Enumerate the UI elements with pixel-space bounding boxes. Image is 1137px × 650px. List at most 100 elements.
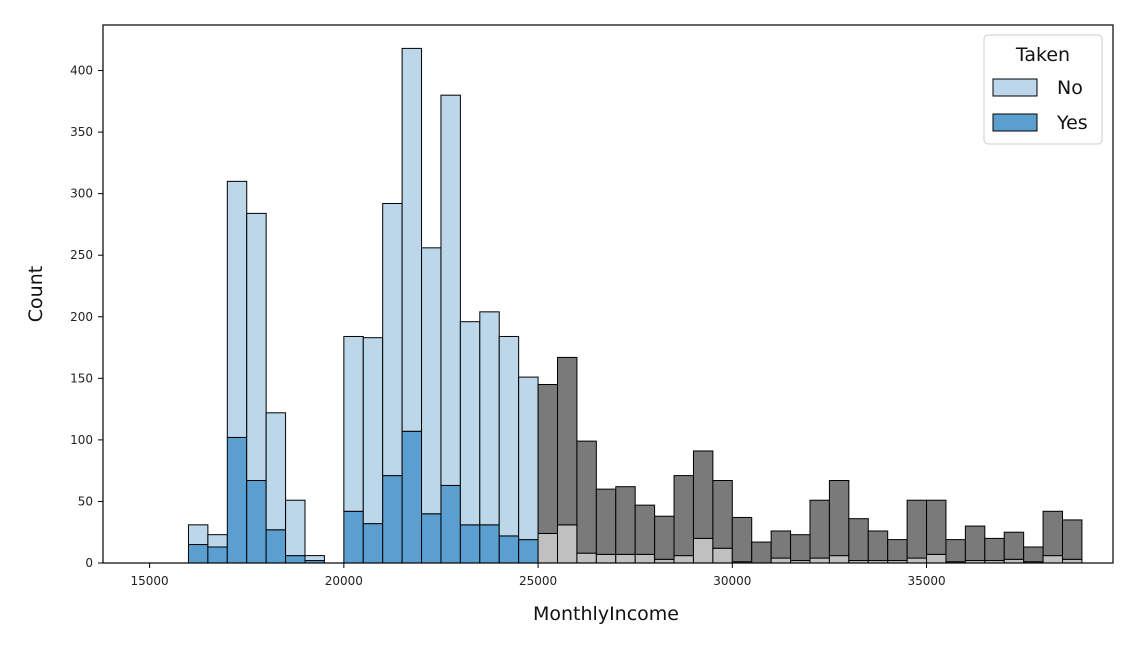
- y-tick-label-8: 400: [70, 64, 93, 78]
- bar-yes-20: [576, 552, 597, 564]
- bar-yes-44: [1042, 555, 1063, 564]
- bar-yes-9: [362, 523, 384, 564]
- y-tick-label-3: 150: [70, 371, 93, 385]
- bar-no-30: [770, 530, 792, 559]
- bar-no-26: [692, 450, 714, 539]
- y-tick-label-6: 300: [70, 187, 93, 201]
- bar-yes-18: [537, 532, 558, 564]
- legend-swatch-no: [992, 78, 1038, 97]
- bar-yes-23: [634, 553, 656, 564]
- legend-swatch-yes: [992, 113, 1038, 132]
- y-axis: 0 50 100 150 200 250 300 350 400: [70, 64, 103, 570]
- bar-no-28: [731, 516, 753, 563]
- bar-yes-2: [226, 436, 248, 564]
- bar-no-34: [848, 518, 869, 562]
- bar-no-15: [479, 311, 500, 526]
- bar-no-18: [537, 383, 558, 534]
- bar-no-4: [265, 412, 287, 531]
- bar-yes-17: [518, 539, 539, 564]
- bar-no-43: [1023, 546, 1044, 563]
- bar-no-5: [285, 499, 306, 557]
- bar-yes-16: [498, 535, 520, 564]
- bar-no-45: [1062, 519, 1083, 560]
- bar-no-35: [867, 530, 889, 562]
- bar-no-11: [401, 47, 423, 432]
- x-axis-label: MonthlyIncome: [533, 603, 679, 625]
- bar-no-10: [382, 203, 403, 477]
- bar-yes-25: [673, 555, 694, 564]
- bar-no-16: [498, 335, 520, 537]
- bar-yes-22: [615, 553, 636, 564]
- bar-yes-26: [692, 537, 714, 564]
- bar-no-13: [440, 94, 461, 486]
- legend-title: Taken: [1015, 44, 1070, 66]
- bar-no-40: [964, 525, 986, 562]
- bar-no-21: [595, 488, 617, 555]
- bar-no-27: [712, 480, 733, 549]
- bar-no-17: [518, 376, 539, 541]
- legend-label-no: No: [1057, 77, 1083, 99]
- bar-no-12: [421, 247, 442, 515]
- y-tick-label-2: 100: [70, 433, 93, 447]
- bar-no-25: [673, 475, 694, 557]
- y-axis-label: Count: [25, 266, 47, 322]
- bar-yes-5: [285, 555, 306, 564]
- bar-no-29: [751, 541, 772, 564]
- x-axis: 15000 20000 25000 30000 35000: [131, 563, 946, 588]
- y-tick-label-7: 350: [70, 125, 93, 139]
- legend-label-yes: Yes: [1056, 112, 1088, 134]
- bar-no-31: [790, 534, 811, 562]
- bar-no-19: [557, 356, 578, 526]
- bar-no-23: [634, 504, 656, 555]
- bar-yes-4: [265, 529, 287, 564]
- bar-yes-0: [187, 544, 209, 564]
- bar-yes-12: [421, 513, 442, 564]
- bar-yes-19: [557, 524, 578, 564]
- bar-yes-10: [382, 475, 403, 564]
- bar-yes-21: [595, 553, 617, 564]
- bar-yes-38: [926, 553, 947, 564]
- y-tick-label-4: 200: [70, 310, 93, 324]
- x-tick-label-1: 20000: [325, 574, 363, 588]
- bar-yes-37: [906, 557, 928, 564]
- bar-yes-1: [207, 546, 228, 564]
- x-tick-label-0: 15000: [131, 574, 169, 588]
- y-tick-label-1: 50: [78, 494, 93, 508]
- bar-no-37: [906, 499, 928, 559]
- bar-no-8: [343, 335, 364, 512]
- bar-yes-30: [770, 557, 792, 564]
- bar-no-41: [984, 537, 1005, 562]
- bar-yes-27: [712, 547, 733, 564]
- bar-yes-15: [479, 524, 500, 564]
- bar-yes-13: [440, 484, 461, 564]
- bar-no-42: [1003, 531, 1025, 560]
- bar-yes-14: [459, 524, 481, 564]
- bar-no-0: [187, 524, 209, 546]
- y-tick-label-0: 0: [85, 556, 93, 570]
- y-tick-label-5: 250: [70, 248, 93, 262]
- x-tick-label-3: 30000: [713, 574, 751, 588]
- bar-no-24: [654, 515, 675, 560]
- bar-yes-3: [246, 480, 267, 564]
- bar-yes-33: [828, 555, 850, 564]
- bar-yes-11: [401, 430, 423, 564]
- bar-no-2: [226, 180, 248, 438]
- bar-no-36: [887, 539, 908, 562]
- bar-no-33: [828, 480, 850, 557]
- plot-frame: [102, 24, 1114, 564]
- bar-no-1: [207, 534, 228, 548]
- bar-no-9: [362, 337, 384, 525]
- bar-no-14: [459, 321, 481, 526]
- bar-yes-32: [809, 557, 830, 564]
- bar-no-32: [809, 499, 830, 559]
- x-tick-label-2: 25000: [519, 574, 557, 588]
- bar-no-39: [945, 539, 966, 563]
- bar-no-6: [304, 555, 325, 562]
- legend: Taken No Yes: [983, 34, 1103, 145]
- bar-no-22: [615, 486, 636, 555]
- bar-no-44: [1042, 510, 1063, 557]
- bar-no-3: [246, 212, 267, 482]
- bar-no-38: [926, 499, 947, 555]
- bar-yes-8: [343, 510, 364, 564]
